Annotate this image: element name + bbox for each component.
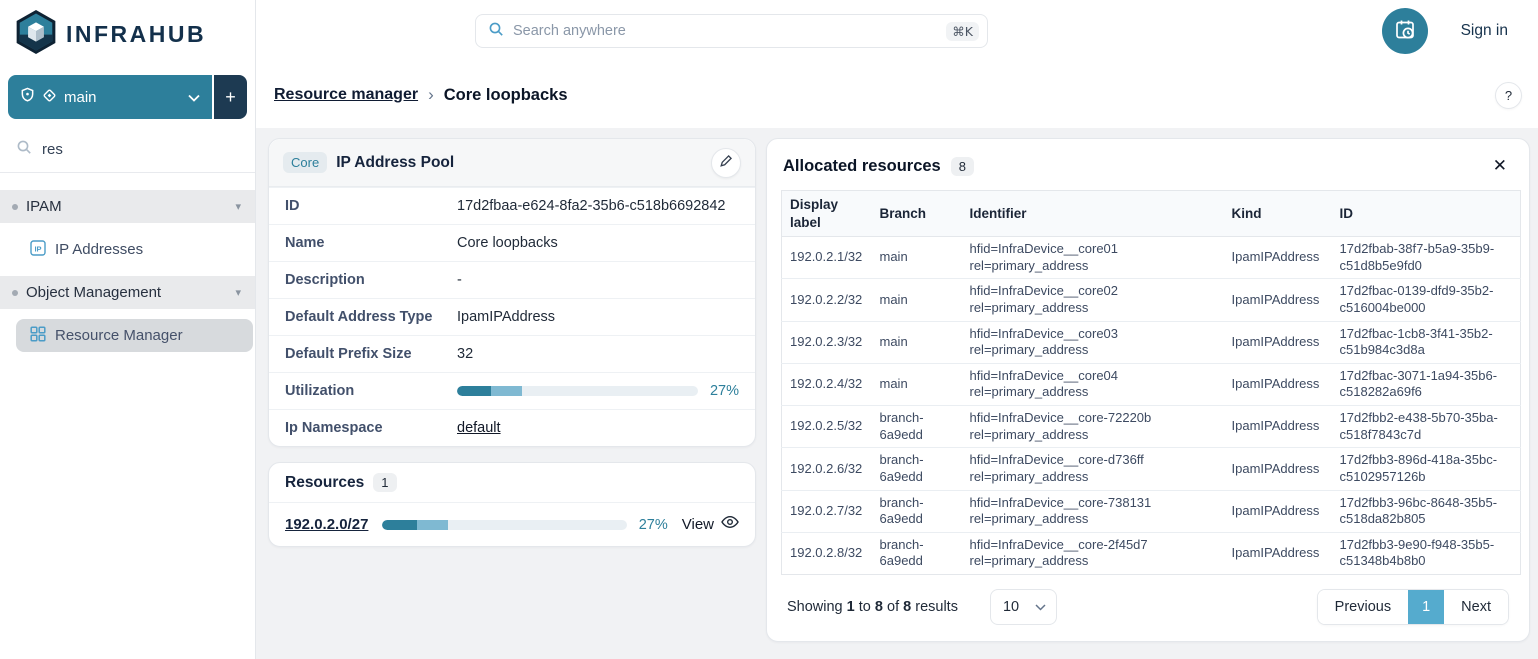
- ip-address-icon: IP: [30, 239, 46, 260]
- keyboard-shortcut-badge: ⌘K: [946, 21, 979, 41]
- namespace-link[interactable]: default: [457, 420, 501, 436]
- table-row[interactable]: 192.0.2.5/32 branch-6a9edd hfid=InfraDev…: [781, 405, 1521, 448]
- close-icon[interactable]: ✕: [1487, 154, 1513, 178]
- bullet-icon: [12, 289, 18, 296]
- field-row-ip-namespace: Ip Namespace default: [269, 409, 755, 446]
- sidebar-item-resource-manager[interactable]: Resource Manager: [16, 319, 253, 352]
- branch-diamond-icon: [42, 88, 57, 107]
- view-link[interactable]: View: [681, 516, 714, 533]
- utilization-bar: [457, 386, 698, 396]
- chevron-down-icon: [188, 89, 200, 106]
- allocated-count-badge: 8: [950, 156, 974, 176]
- logo[interactable]: INFRAHUB: [0, 0, 255, 66]
- previous-page-button[interactable]: Previous: [1317, 590, 1409, 625]
- sidebar-filter-input[interactable]: [42, 141, 239, 158]
- sidebar-filter: [0, 131, 255, 173]
- table-row[interactable]: 192.0.2.1/32 main hfid=InfraDevice__core…: [790, 241, 1495, 273]
- infrahub-logo-icon: [14, 9, 58, 60]
- edit-button[interactable]: [711, 147, 741, 178]
- pool-details-card: Core IP Address Pool ID 17d2fbaa-e624-8f…: [268, 138, 756, 447]
- svg-text:IP: IP: [34, 244, 41, 253]
- next-page-button[interactable]: Next: [1444, 590, 1508, 625]
- resource-utilization-bar: [382, 519, 627, 530]
- field-row-utilization: Utilization 27%: [269, 372, 755, 409]
- column-header-id[interactable]: ID: [1331, 190, 1521, 238]
- card-title: IP Address Pool: [336, 153, 455, 171]
- table-row[interactable]: 192.0.2.6/32 branch-6a9edd hfid=InfraDev…: [781, 447, 1521, 490]
- grid-icon: [30, 325, 46, 346]
- allocated-resources-table: Display label Branch Identifier Kind ID …: [781, 190, 1521, 576]
- current-page-button[interactable]: 1: [1408, 590, 1445, 625]
- allocated-resources-panel: Allocated resources 8 ✕ Display label Br…: [766, 138, 1530, 643]
- results-summary: Showing 1 to 8 of 8 results: [787, 599, 958, 616]
- global-search-input[interactable]: [513, 23, 938, 39]
- main-area: ⌘K Sign in Resource manager: [256, 0, 1538, 659]
- table-header-row: Display label Branch Identifier Kind ID: [781, 190, 1521, 238]
- breadcrumb: Resource manager › Core loopbacks ?: [256, 62, 1538, 128]
- utilization-bar-default-branch: [457, 386, 491, 396]
- column-header-display-label[interactable]: Display label: [781, 190, 872, 238]
- add-branch-button[interactable]: +: [214, 75, 247, 119]
- sign-in-button[interactable]: Sign in: [1460, 22, 1508, 39]
- resource-row: 192.0.2.0/27 27% View: [269, 503, 755, 546]
- utilization-percent: 27%: [709, 383, 739, 399]
- chevron-down-icon: ▾: [235, 287, 241, 299]
- kind-badge: Core: [283, 152, 328, 173]
- topbar: ⌘K Sign in: [256, 0, 1538, 62]
- sidebar-nav: IPAM ▾ IP IP Addresses Object Management…: [0, 173, 255, 362]
- branch-selector[interactable]: main: [8, 75, 212, 119]
- breadcrumb-parent-link[interactable]: Resource manager: [274, 86, 419, 103]
- resource-percent: 27%: [638, 516, 668, 533]
- column-header-kind[interactable]: Kind: [1223, 190, 1332, 238]
- schedule-button[interactable]: [1381, 8, 1428, 54]
- sidebar: INFRAHUB main: [0, 0, 256, 659]
- chevron-down-icon: [1035, 599, 1046, 615]
- chevron-down-icon: ▾: [235, 201, 241, 213]
- utilization-bar-other-branches: [490, 386, 523, 396]
- table-row[interactable]: 192.0.2.7/32 branch-6a9edd hfid=InfraDev…: [781, 490, 1521, 532]
- content: Core IP Address Pool ID 17d2fbaa-e624-8f…: [256, 128, 1538, 659]
- chevron-right-icon: ›: [428, 85, 434, 104]
- search-icon: [16, 139, 32, 160]
- panel-title: Allocated resources: [783, 156, 941, 175]
- pagination: Previous 1 Next: [1316, 589, 1509, 626]
- pencil-icon: [719, 154, 733, 171]
- page-size-select[interactable]: 10: [989, 589, 1057, 626]
- branch-name: main: [64, 88, 97, 106]
- resources-card: Resources 1 192.0.2.0/27 27% View: [268, 462, 756, 547]
- field-row-default-address-type: Default Address Type IpamIPAddress: [269, 298, 755, 335]
- table-footer: Showing 1 to 8 of 8 results 10: [781, 589, 1515, 626]
- eye-icon[interactable]: [721, 514, 739, 535]
- logo-text: INFRAHUB: [66, 21, 207, 47]
- field-row-name: Name Core loopbacks: [269, 224, 755, 261]
- bullet-icon: [12, 203, 18, 210]
- table-row[interactable]: 192.0.2.4/32 main hfid=InfraDevice__core…: [781, 363, 1521, 405]
- sidebar-item-ip-addresses[interactable]: IP IP Addresses: [0, 233, 255, 266]
- global-search: ⌘K: [475, 14, 988, 48]
- table-row[interactable]: 192.0.2.8/32 branch-6a9edd hfid=InfraDev…: [781, 532, 1521, 574]
- table-row[interactable]: 192.0.2.3/32 main hfid=InfraDevice__core…: [781, 321, 1521, 363]
- card-title: Resources: [285, 473, 365, 491]
- help-button[interactable]: ?: [1495, 81, 1522, 109]
- shield-icon: [20, 87, 35, 107]
- sidebar-group-ipam[interactable]: IPAM ▾: [0, 190, 255, 223]
- field-row-default-prefix-size: Default Prefix Size 32: [269, 335, 755, 372]
- prefix-link[interactable]: 192.0.2.0/27: [285, 516, 369, 533]
- field-row-id: ID 17d2fbaa-e624-8fa2-35b6-c518b6692842: [269, 187, 755, 224]
- column-header-identifier[interactable]: Identifier: [961, 190, 1224, 238]
- resources-count-badge: 1: [373, 473, 397, 492]
- field-row-description: Description -: [269, 261, 755, 298]
- page-title: Core loopbacks: [443, 85, 568, 104]
- calendar-clock-icon: [1393, 18, 1417, 45]
- sidebar-group-object-management[interactable]: Object Management ▾: [0, 276, 255, 309]
- table-row[interactable]: 192.0.2.2/32 main hfid=InfraDevice__core…: [781, 278, 1521, 321]
- column-header-branch[interactable]: Branch: [871, 190, 962, 238]
- search-icon: [488, 21, 504, 42]
